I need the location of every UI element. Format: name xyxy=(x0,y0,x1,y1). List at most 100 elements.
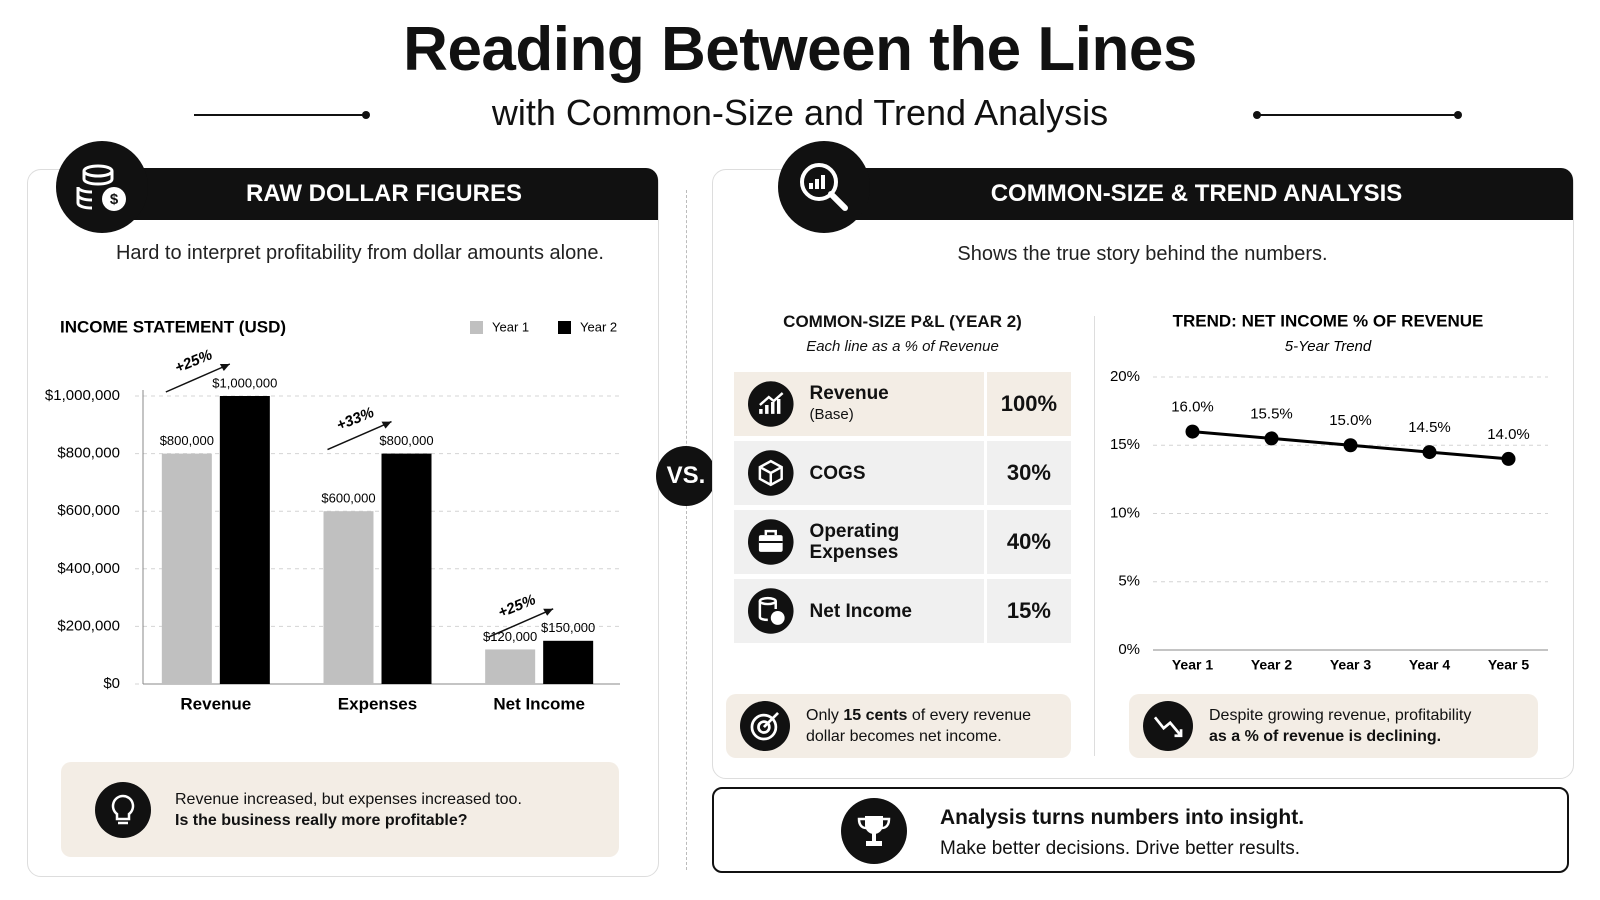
row-label: Revenue (Base) xyxy=(810,383,984,425)
arrow-head xyxy=(381,421,392,429)
question: Is the business really more profitable? xyxy=(175,811,468,829)
y-tick-label: $1,000,000 xyxy=(45,387,120,404)
panel-description: Shows the true story behind the numbers. xyxy=(957,243,1328,265)
row-icon xyxy=(748,588,794,634)
rule xyxy=(194,114,366,116)
bold-text: as a % of revenue is declining. xyxy=(1209,728,1442,745)
callout: Only 15 cents of every revenue dollar be… xyxy=(726,694,1071,758)
rule-dot xyxy=(1454,111,1462,119)
y-tick-label: $0 xyxy=(103,675,120,692)
chart-title: TREND: NET INCOME % OF REVENUE xyxy=(1173,311,1484,330)
rule-dot xyxy=(362,111,370,119)
page-subtitle: with Common-Size and Trend Analysis xyxy=(491,92,1109,133)
y-tick-label: 10% xyxy=(1110,504,1140,521)
y-tick-label: 15% xyxy=(1110,436,1140,453)
callout-text: Only 15 cents of every revenue dollar be… xyxy=(806,705,1071,747)
value-label: $150,000 xyxy=(541,620,595,635)
row-note: (Base) xyxy=(809,406,854,423)
value-label: 15.0% xyxy=(1329,412,1372,429)
row-value: 15% xyxy=(983,579,1071,643)
icon: $ xyxy=(76,164,126,211)
chart-subtitle: 5-Year Trend xyxy=(1285,338,1372,355)
table-row: Operating Expenses 40% xyxy=(734,510,1071,574)
rule xyxy=(1258,114,1458,116)
table-header: COMMON-SIZE P&L (YEAR 2) Each line as a … xyxy=(734,312,1071,355)
value-label: $800,000 xyxy=(160,433,214,448)
page-title: Reading Between the Lines xyxy=(403,15,1197,84)
y-tick-label: 5% xyxy=(1118,573,1140,590)
value-label: 16.0% xyxy=(1171,399,1214,416)
value-label: $600,000 xyxy=(321,491,375,506)
value-label: 14.0% xyxy=(1487,426,1530,443)
callout-text: Revenue increased, but expenses increase… xyxy=(175,789,522,831)
row-icon xyxy=(748,450,794,496)
svg-text:$: $ xyxy=(110,191,119,208)
growth-arrow xyxy=(327,420,392,451)
legend-label: Year 2 xyxy=(580,319,617,334)
point xyxy=(1264,431,1279,446)
arrow-head xyxy=(543,608,554,616)
x-tick-label: Revenue xyxy=(180,694,251,713)
divider xyxy=(1094,316,1095,756)
bulb-icon xyxy=(95,781,151,838)
legend-label: Year 1 xyxy=(492,319,529,334)
footer-title: Analysis turns numbers into insight. xyxy=(940,806,1305,829)
footer-text: Make better decisions. Drive better resu… xyxy=(940,838,1301,859)
x-tick-label: Year 4 xyxy=(1409,657,1450,673)
x-tick-label: Net Income xyxy=(493,694,585,713)
panel-heading: COMMON-SIZE & TREND ANALYSIS xyxy=(820,168,1573,220)
bar xyxy=(323,511,374,684)
bar xyxy=(485,649,536,684)
value-label: $1,000,000 xyxy=(212,375,277,390)
heading-text: COMMON-SIZE & TREND ANALYSIS xyxy=(990,180,1403,207)
bar-chart: INCOME STATEMENT (USD) $0 $200,000 $400,00… xyxy=(45,317,620,713)
row-value: 30% xyxy=(983,441,1071,505)
point xyxy=(1422,445,1437,460)
trophy-icon xyxy=(841,798,907,864)
coins-icon: $ xyxy=(56,141,148,233)
point xyxy=(1343,438,1358,453)
label: Revenue xyxy=(809,383,889,404)
point xyxy=(1185,424,1200,439)
table-title: COMMON-SIZE P&L (YEAR 2) xyxy=(783,312,1022,331)
y-tick-label: $200,000 xyxy=(57,617,120,634)
row-label: COGS xyxy=(809,462,866,484)
growth-arrow xyxy=(165,363,231,393)
line-chart: TREND: NET INCOME % OF REVENUE 5-Year Tr… xyxy=(1110,311,1548,673)
legend-swatch xyxy=(470,321,483,334)
row-icon xyxy=(748,381,794,427)
panel-description: Hard to interpret profitability from dol… xyxy=(115,242,604,264)
magnifier-icon xyxy=(778,141,870,233)
bold-text: 15 cents xyxy=(843,707,908,724)
panel-heading: RAW DOLLAR FIGURES xyxy=(110,168,658,220)
text: Revenue increased, but expenses increase… xyxy=(175,790,522,808)
divider xyxy=(686,190,687,870)
x-tick-label: Year 5 xyxy=(1488,657,1529,673)
bar xyxy=(219,396,270,684)
legend-swatch xyxy=(558,321,571,334)
growth-label: +25% xyxy=(172,346,214,376)
x-tick-label: Year 3 xyxy=(1330,657,1371,673)
value-label: 14.5% xyxy=(1408,419,1451,436)
row-label: Net Income xyxy=(809,600,912,622)
target-icon xyxy=(740,701,790,751)
heading-text: RAW DOLLAR FIGURES xyxy=(246,180,522,207)
growth-label: +25% xyxy=(496,591,538,621)
callout-text: Despite growing revenue, profitability as… xyxy=(1209,705,1471,747)
rule-dot xyxy=(1253,111,1261,119)
callout: Revenue increased, but expenses increase… xyxy=(61,762,619,857)
text: Only xyxy=(806,707,839,724)
value-label: $120,000 xyxy=(483,629,537,644)
y-tick-label: 20% xyxy=(1110,368,1140,385)
table-row: Revenue (Base) 100% xyxy=(734,372,1071,436)
icon xyxy=(111,794,135,824)
table-subtitle: Each line as a % of Revenue xyxy=(806,338,999,355)
growth-arrow xyxy=(488,608,554,638)
y-tick-label: $800,000 xyxy=(57,445,120,462)
y-tick-label: 0% xyxy=(1118,641,1140,658)
x-tick-label: Year 1 xyxy=(1172,657,1213,673)
row-label: Operating Expenses xyxy=(809,521,900,563)
value-label: $800,000 xyxy=(379,433,433,448)
icon xyxy=(800,163,848,211)
